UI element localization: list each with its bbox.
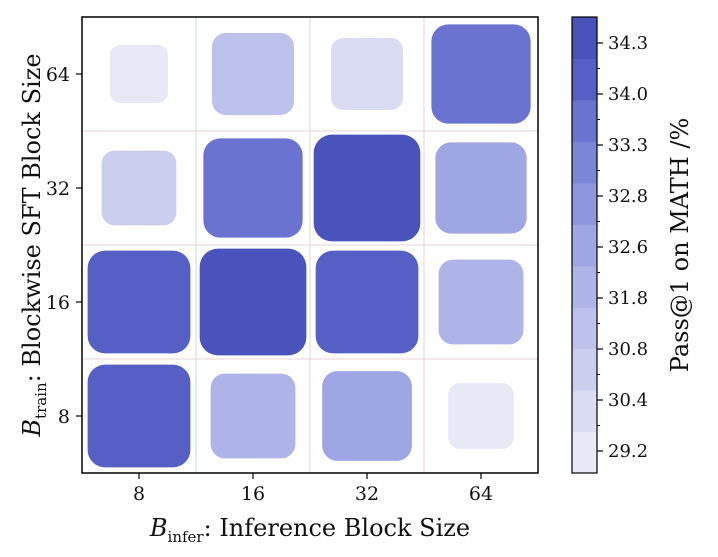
heatmap-cell-train-16-infer-64 <box>438 259 524 345</box>
plot-frame <box>81 16 539 474</box>
heatmap-cell-train-32-infer-32 <box>313 134 421 242</box>
colorbar-tick-label: 33.3 <box>608 135 648 156</box>
heatmap-cell-train-8-infer-32 <box>322 371 412 461</box>
heatmap-cell-train-64-infer-32 <box>330 37 404 111</box>
heatmap-cell-train-8-infer-8 <box>87 364 191 468</box>
x-tick-label-16: 16 <box>241 483 265 505</box>
colorbar-segment <box>572 182 597 225</box>
colorbar-segment <box>572 307 597 350</box>
colorbar-tick-label: 32.8 <box>608 186 648 207</box>
heatmap-cell-train-64-infer-16 <box>211 32 295 116</box>
colorbar-segment <box>572 17 597 59</box>
x-tick-label-64: 64 <box>469 483 493 505</box>
colorbar-segment <box>572 58 597 101</box>
y-tick-label-16: 16 <box>46 292 70 314</box>
heatmap-cell-train-32-infer-8 <box>101 150 177 226</box>
colorbar-frame <box>571 16 598 474</box>
colorbar-segment <box>572 390 597 433</box>
colorbar-segment <box>572 431 597 474</box>
x-axis-label: Binfer: Inference Block Size <box>149 514 470 546</box>
heatmap-cell-train-16-infer-8 <box>87 250 191 354</box>
colorbar <box>572 17 597 474</box>
y-tick-label-32: 32 <box>46 178 70 200</box>
colorbar-tick-label: 30.4 <box>608 390 648 411</box>
heatmap-cell-train-16-infer-32 <box>315 250 419 354</box>
heatmap-cell-train-8-infer-64 <box>448 383 514 449</box>
colorbar-segment <box>572 99 597 142</box>
y-tick-label-8: 8 <box>58 406 70 428</box>
y-axis-label: Btrain: Blockwise SFT Block Size <box>18 53 50 437</box>
colorbar-tick-label: 31.8 <box>608 288 648 309</box>
colorbar-tick-label: 30.8 <box>608 339 648 360</box>
colorbar-segment <box>572 348 597 391</box>
x-axis-ticks: 8 16 32 64 <box>133 473 493 505</box>
colorbar-tick-label: 34.3 <box>608 33 648 54</box>
colorbar-ticks: 29.2 30.4 30.8 31.8 32.6 32.8 33.3 34.0 34.3 <box>597 33 648 462</box>
heatmap-cells <box>87 24 531 468</box>
colorbar-label: Pass@1 on MATH /% <box>666 118 694 373</box>
y-tick-label-64: 64 <box>46 64 70 86</box>
colorbar-tick-label: 34.0 <box>608 84 648 105</box>
colorbar-tick-label: 32.6 <box>608 237 648 258</box>
x-tick-label-32: 32 <box>355 483 379 505</box>
heatmap-cell-train-8-infer-16 <box>210 373 296 459</box>
heatmap-cell-train-64-infer-64 <box>431 24 531 124</box>
colorbar-segment <box>572 265 597 308</box>
colorbar-tick-label: 29.2 <box>608 441 648 462</box>
heatmap-cell-train-64-infer-8 <box>110 45 168 103</box>
colorbar-segment <box>572 141 597 184</box>
heatmap-cell-train-16-infer-16 <box>199 248 307 356</box>
colorbar-segment <box>572 224 597 267</box>
heatmap-cell-train-32-infer-64 <box>435 142 527 234</box>
x-tick-label-8: 8 <box>133 483 145 505</box>
y-axis-ticks: 8 16 32 64 <box>46 64 82 428</box>
grid-lines <box>82 17 538 473</box>
heatmap-cell-train-32-infer-16 <box>203 138 303 238</box>
